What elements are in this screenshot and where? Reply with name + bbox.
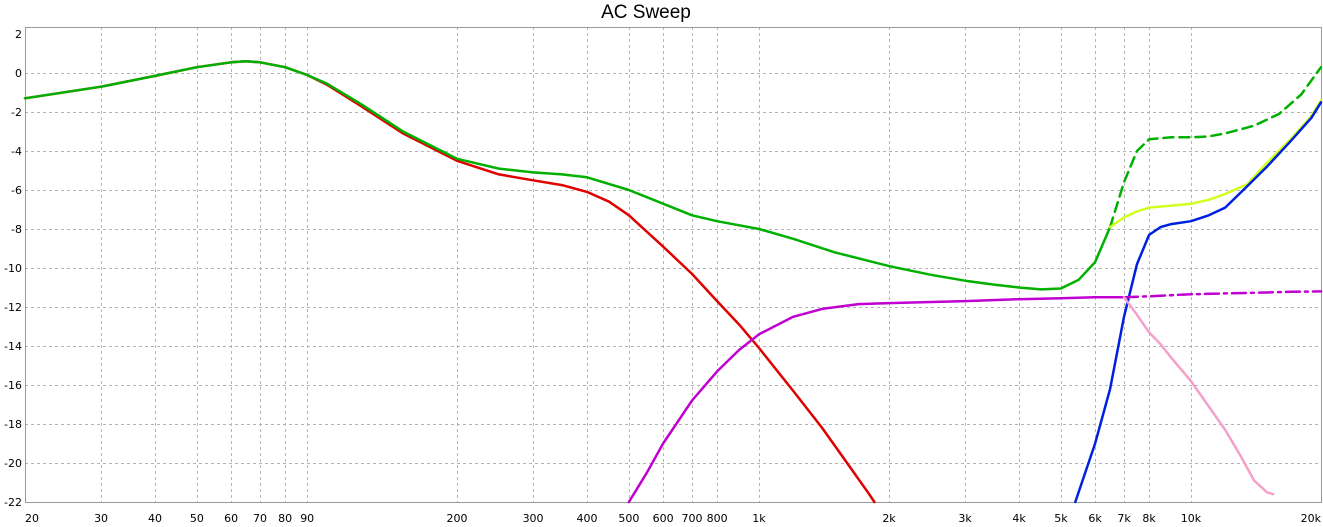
x-tick-label: 5k (1054, 512, 1068, 525)
series-line (1122, 290, 1323, 299)
series-line (1122, 296, 1275, 496)
y-tick-labels: 2 0 -2 -4 -6 -8 -10 -12 -14 -16 -18 -20 -22 (4, 28, 22, 509)
series-lines (23, 60, 1323, 504)
x-tick-label: 600 (653, 512, 674, 525)
plot-frame (25, 27, 1322, 503)
y-tick-label: -10 (4, 262, 22, 275)
x-tick-label: 3k (958, 512, 972, 525)
x-tick-label: 700 (682, 512, 703, 525)
y-tick-label: -4 (11, 145, 22, 158)
x-tick-label: 400 (577, 512, 598, 525)
x-tick-labels: 20 30 40 50 60 70 80 90 200 300 400 500 600 700 800 1k 2… (25, 512, 1322, 525)
x-tick-label: 500 (618, 512, 639, 525)
series-line (23, 60, 1112, 291)
x-tick-label: 50 (190, 512, 204, 525)
y-tick-label: -8 (11, 223, 22, 236)
series-line (1108, 99, 1323, 229)
x-tick-label: 4k (1012, 512, 1026, 525)
x-tick-label: 60 (224, 512, 238, 525)
x-tick-label: 300 (523, 512, 544, 525)
series-line (627, 296, 1126, 504)
x-tick-label: 20 (25, 512, 39, 525)
y-tick-label: 2 (15, 28, 22, 41)
x-tick-label: 80 (278, 512, 292, 525)
series-line (1074, 101, 1323, 504)
y-tick-label: -16 (4, 379, 22, 392)
grid-lines (25, 27, 1321, 502)
y-tick-label: -6 (11, 184, 22, 197)
x-tick-label: 1k (752, 512, 766, 525)
x-tick-label: 7k (1117, 512, 1131, 525)
chart-title: AC Sweep (601, 2, 691, 23)
y-tick-label: -20 (4, 457, 22, 470)
y-tick-label: -22 (4, 496, 22, 509)
x-tick-label: 30 (94, 512, 108, 525)
x-tick-label: 800 (707, 512, 728, 525)
x-tick-label: 8k (1142, 512, 1156, 525)
y-tick-label: -14 (4, 340, 22, 353)
y-tick-label: -12 (4, 301, 22, 314)
x-tick-label: 70 (253, 512, 267, 525)
x-tick-label: 200 (447, 512, 468, 525)
y-tick-label: -18 (4, 418, 22, 431)
x-tick-label: 90 (300, 512, 314, 525)
y-tick-label: -2 (11, 106, 22, 119)
y-tick-label: 0 (15, 67, 22, 80)
series-line (23, 60, 876, 504)
x-tick-label: 40 (148, 512, 162, 525)
x-tick-label: 20k (1301, 512, 1322, 525)
x-tick-label: 6k (1088, 512, 1102, 525)
x-tick-label: 10k (1181, 512, 1202, 525)
series-line (1108, 65, 1323, 229)
x-tick-label: 2k (882, 512, 896, 525)
